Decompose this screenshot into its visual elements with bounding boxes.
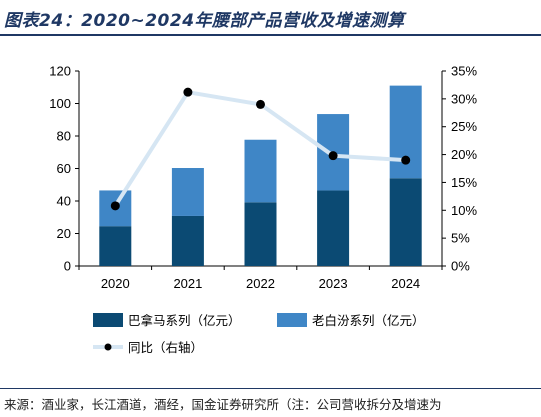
legend-swatch-laobaifen bbox=[277, 313, 307, 327]
legend-marker-growth bbox=[104, 343, 112, 351]
growth-point bbox=[110, 201, 120, 211]
bar-baijiu-panama bbox=[244, 202, 277, 266]
left-axis-tick-label: 60 bbox=[57, 161, 71, 176]
x-axis-tick-label: 2024 bbox=[391, 276, 420, 291]
bar-baijiu-panama bbox=[317, 190, 350, 266]
right-axis-tick-label: 35% bbox=[451, 64, 477, 79]
chart: 0 20 40 60 80 100 120 0% 5% 10% 15% 20% 25% 30% 35% 202… bbox=[49, 64, 477, 356]
right-axis-tick-label: 25% bbox=[451, 119, 477, 134]
right-axis-tick-label: 0% bbox=[451, 259, 470, 274]
source-note: 来源：酒业家，长江酒道，酒经，国金证券研究所（注：公司营收拆分及增速为 bbox=[4, 397, 442, 412]
left-axis-tick-label: 20 bbox=[57, 226, 71, 241]
legend-swatch-panama bbox=[93, 313, 123, 327]
bar-baijiu-panama bbox=[171, 215, 204, 266]
x-axis-tick-label: 2021 bbox=[173, 276, 202, 291]
right-axis-tick-label: 20% bbox=[451, 147, 477, 162]
x-axis-tick-label: 2023 bbox=[319, 276, 348, 291]
growth-point bbox=[328, 151, 338, 161]
legend-label-laobaifen: 老白汾系列（亿元） bbox=[312, 313, 425, 328]
left-axis-tick-label: 80 bbox=[57, 129, 71, 144]
right-axis-tick-label: 10% bbox=[451, 203, 477, 218]
legend-label-growth: 同比（右轴） bbox=[128, 340, 203, 355]
right-axis-tick-label: 30% bbox=[451, 91, 477, 106]
chart-title: 图表24：2020~2024年腰部产品营收及增速测算 bbox=[4, 11, 405, 31]
legend-label-panama: 巴拿马系列（亿元） bbox=[128, 313, 241, 328]
bar-baijiu-panama bbox=[389, 178, 422, 266]
growth-point bbox=[256, 99, 265, 109]
x-axis-tick-label: 2020 bbox=[101, 276, 130, 291]
bar-baijiu-panama bbox=[99, 226, 132, 266]
left-axis-tick-label: 0 bbox=[64, 259, 71, 274]
right-axis-tick-label: 5% bbox=[451, 231, 470, 246]
bar-laobaifen bbox=[171, 168, 204, 216]
title-bar: 图表24：2020~2024年腰部产品营收及增速测算 bbox=[0, 0, 541, 36]
x-axis-tick-label: 2022 bbox=[246, 276, 275, 291]
growth-point bbox=[401, 155, 411, 165]
left-axis-tick-label: 40 bbox=[57, 194, 71, 209]
growth-point bbox=[183, 87, 193, 97]
source-divider bbox=[0, 388, 541, 389]
left-axis-tick-label: 100 bbox=[49, 96, 71, 111]
left-axis-tick-label: 120 bbox=[49, 64, 71, 79]
right-axis-tick-label: 15% bbox=[451, 175, 477, 190]
bar-laobaifen bbox=[244, 139, 277, 203]
